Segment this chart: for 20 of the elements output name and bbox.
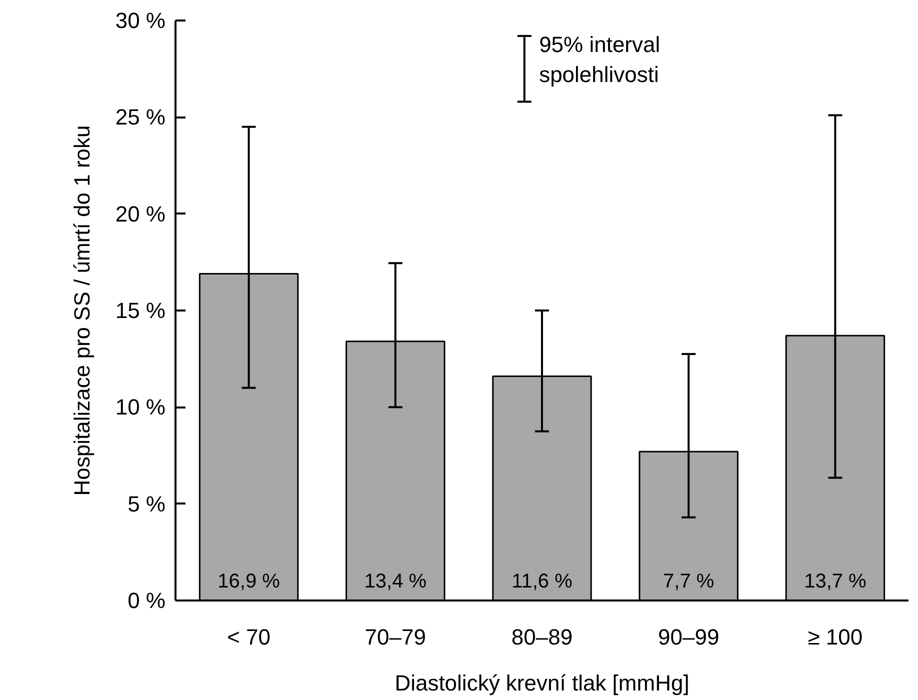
y-tick-label: 15 % [115,298,166,323]
x-tick-label: ≥ 100 [808,624,863,650]
x-tick-label: 80–89 [511,624,573,650]
x-tick-label: 70–79 [364,624,426,650]
data-label: 13,7 % [804,570,867,592]
x-tick-label: 90–99 [658,624,720,650]
y-tick-label: 0 % [128,588,166,613]
data-label: 13,4 % [364,570,427,592]
y-tick-label: 25 % [115,104,166,130]
y-tick-label: 20 % [115,201,166,226]
y-tick-label: 30 % [115,8,166,33]
x-axis-title: Diastolický krevní tlak [mmHg] [394,670,690,696]
data-label: 16,9 % [218,570,280,592]
y-tick-label: 5 % [128,491,166,516]
x-tick-label: < 70 [227,624,271,650]
data-label: 11,6 % [512,570,573,592]
y-tick-label: 10 % [115,394,166,420]
y-axis-title: Hospitalizace pro SS / úmrtí do 1 roku [69,125,94,496]
annotation: 95% interval spolehlivosti [539,32,660,88]
data-label: 7,7 % [663,570,714,592]
